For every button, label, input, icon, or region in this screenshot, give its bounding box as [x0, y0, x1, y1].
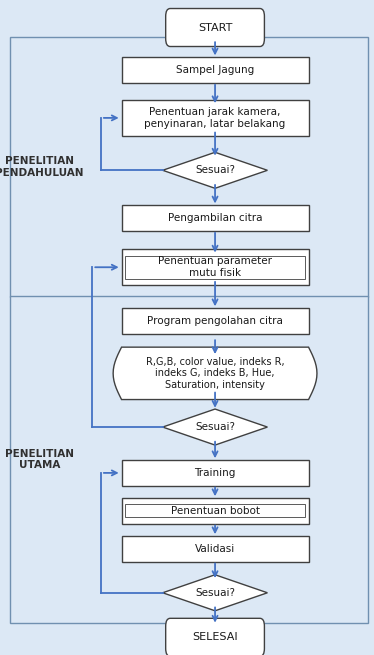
Text: Sesuai?: Sesuai? [195, 588, 235, 598]
Text: Penentuan jarak kamera,
penyinaran, latar belakang: Penentuan jarak kamera, penyinaran, lata… [144, 107, 286, 128]
Bar [122, 308, 309, 334]
Bar [122, 249, 309, 286]
Polygon shape [163, 575, 267, 610]
Text: Penentuan parameter
mutu fisik: Penentuan parameter mutu fisik [158, 257, 272, 278]
Bar [10, 37, 368, 297]
Text: PENELITIAN
PENDAHULUAN: PENELITIAN PENDAHULUAN [0, 157, 83, 178]
Text: Training: Training [194, 468, 236, 478]
Text: Sesuai?: Sesuai? [195, 165, 235, 176]
Text: R,G,B, color value, indeks R,
indeks G, indeks B, Hue,
Saturation, intensity: R,G,B, color value, indeks R, indeks G, … [146, 357, 284, 390]
Bar [122, 460, 309, 486]
Bar [122, 205, 309, 231]
Polygon shape [163, 153, 267, 189]
Bar [10, 296, 368, 622]
Bar [122, 536, 309, 562]
Polygon shape [163, 409, 267, 445]
Text: Validasi: Validasi [195, 544, 235, 554]
Text: Program pengolahan citra: Program pengolahan citra [147, 316, 283, 326]
Bar [125, 255, 305, 279]
FancyBboxPatch shape [166, 618, 264, 655]
Bar [125, 504, 305, 517]
Text: Sampel Jagung: Sampel Jagung [176, 65, 254, 75]
Text: PENELITIAN
UTAMA: PENELITIAN UTAMA [5, 449, 74, 470]
Text: START: START [198, 22, 232, 33]
Text: Sesuai?: Sesuai? [195, 422, 235, 432]
Bar [122, 57, 309, 83]
Bar [122, 100, 309, 136]
Bar [122, 498, 309, 524]
Text: Penentuan bobot: Penentuan bobot [171, 506, 260, 516]
Text: SELESAI: SELESAI [192, 632, 238, 643]
Polygon shape [113, 347, 317, 400]
Text: Pengambilan citra: Pengambilan citra [168, 213, 262, 223]
FancyBboxPatch shape [166, 9, 264, 47]
